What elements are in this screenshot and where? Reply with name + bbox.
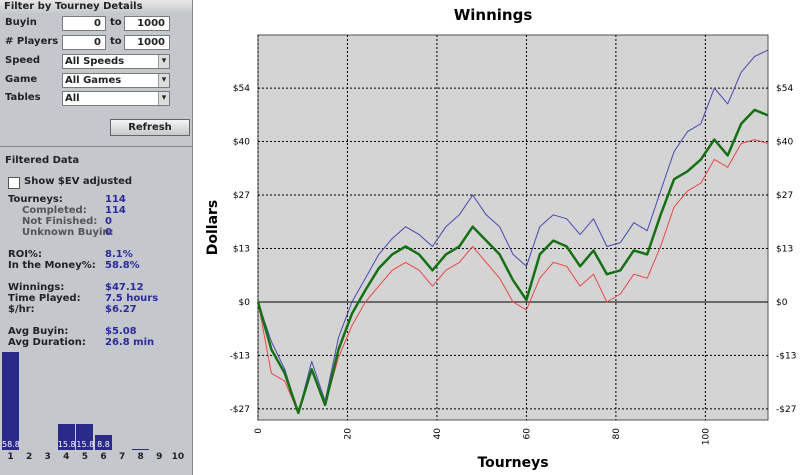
- stat-value: 114: [105, 194, 126, 205]
- finish-category-label: 5: [81, 452, 89, 462]
- finish-category-label: 1: [7, 452, 14, 462]
- range-max-input[interactable]: 1000: [124, 16, 170, 31]
- chart-title: Winnings: [454, 6, 533, 24]
- field-label: Buyin: [5, 17, 37, 28]
- field-label: # Players: [5, 36, 59, 47]
- stat-value: $5.08: [105, 326, 137, 337]
- stat-value: 26.8 min: [105, 337, 155, 348]
- stat-label: Unknown Buyin:: [22, 227, 114, 238]
- stat-value: 0: [105, 216, 112, 227]
- section-header: Filter by Tourney Details: [0, 0, 192, 13]
- stat-label: Not Finished:: [22, 216, 98, 227]
- y-axis-label: Dollars: [205, 200, 221, 256]
- stat-value: $47.12: [105, 282, 144, 293]
- range-min-input[interactable]: 0: [62, 16, 106, 31]
- bar-value-label: 58.8: [2, 440, 20, 449]
- y-tick-label: $40: [233, 138, 250, 148]
- field-label: Speed: [5, 55, 41, 66]
- x-tick-label: 100: [701, 428, 711, 445]
- finish-bar: [2, 352, 19, 450]
- y-tick-label: -$13: [230, 351, 250, 361]
- series-line: [257, 139, 769, 414]
- y-tick-label-right: $27: [776, 191, 793, 201]
- dropdown[interactable]: All: [62, 91, 170, 106]
- filter-panel: Filter by Tourney Details Buyin 0 to 1000 # P…: [0, 0, 193, 475]
- range-max-input[interactable]: 1000: [124, 35, 170, 50]
- finish-bar: [95, 435, 112, 450]
- x-axis-label: Tourneys: [477, 455, 548, 471]
- dropdown[interactable]: All Speeds: [62, 54, 170, 69]
- stat-value: 58.8%: [105, 260, 140, 271]
- series-line: [257, 49, 769, 414]
- separator: [0, 146, 192, 147]
- bar-value-label: 8.8: [97, 440, 110, 449]
- stat-value: 7.5 hours: [105, 293, 159, 304]
- stat-label: Tourneys:: [8, 194, 63, 205]
- finish-bar: [76, 423, 94, 450]
- finish-category-label: 8: [137, 452, 144, 462]
- checkbox[interactable]: [8, 177, 20, 189]
- y-tick-label: $0: [239, 298, 251, 308]
- series-line: [256, 108, 769, 415]
- checkbox-label[interactable]: Show $EV adjusted: [24, 176, 133, 187]
- x-tick-label: 0: [254, 428, 264, 434]
- stat-label: Avg Duration:: [8, 337, 86, 348]
- finish-category-label: 6: [100, 452, 107, 462]
- stat-label: Time Played:: [8, 293, 81, 304]
- stat-label: Winnings:: [8, 282, 65, 293]
- y-tick-label: $13: [233, 244, 250, 254]
- stat-value: $6.27: [105, 304, 137, 315]
- stat-label: $/hr:: [8, 304, 35, 315]
- range-separator: to: [110, 36, 122, 47]
- stat-label: Completed:: [22, 205, 87, 216]
- finish-category-label: 9: [156, 452, 163, 462]
- field-label: Tables: [5, 92, 41, 103]
- y-tick-label-right: $0: [776, 298, 788, 308]
- y-tick-label-right: -$27: [776, 405, 796, 415]
- x-tick-label: 40: [433, 428, 443, 440]
- stat-label: In the Money%:: [8, 260, 96, 271]
- finish-bar: [132, 448, 150, 450]
- finish-category-label: 10: [171, 452, 185, 462]
- finish-category-label: 4: [63, 452, 70, 462]
- x-tick-label: 60: [522, 428, 532, 440]
- finish-bar: [57, 423, 75, 450]
- field-label: Game: [5, 73, 38, 85]
- dropdown[interactable]: All Games: [62, 72, 170, 88]
- chart: Winnings Tourneys Dollars -$27 -$27 -$13 -$13 $…: [205, 6, 796, 471]
- y-tick-label: $54: [233, 84, 250, 94]
- refresh-button[interactable]: Refresh: [110, 119, 190, 136]
- y-tick-label-right: $13: [776, 244, 793, 254]
- finish-category-label: 2: [25, 452, 33, 462]
- y-tick-label-right: -$13: [776, 351, 796, 361]
- stat-label: Avg Buyin:: [8, 326, 69, 337]
- bar-value-label: 15.8: [76, 440, 95, 449]
- y-tick-label-right: $40: [776, 138, 793, 148]
- y-tick-label: -$27: [230, 405, 250, 415]
- bar-value-label: 15.8: [57, 440, 76, 449]
- finish-category-label: 7: [118, 452, 126, 462]
- y-tick-label-right: $54: [776, 84, 793, 94]
- section-header: Filtered Data: [5, 155, 80, 166]
- stat-value: 8.1%: [105, 249, 133, 260]
- stat-value: 114: [105, 205, 126, 216]
- finish-category-label: 3: [44, 452, 51, 462]
- y-tick-label: $27: [233, 191, 250, 201]
- range-min-input[interactable]: 0: [62, 35, 106, 50]
- stat-label: ROI%:: [8, 249, 42, 260]
- x-tick-label: 80: [612, 428, 622, 440]
- x-tick-label: 20: [343, 428, 353, 440]
- stat-value: 0: [105, 227, 112, 238]
- range-separator: to: [110, 17, 122, 28]
